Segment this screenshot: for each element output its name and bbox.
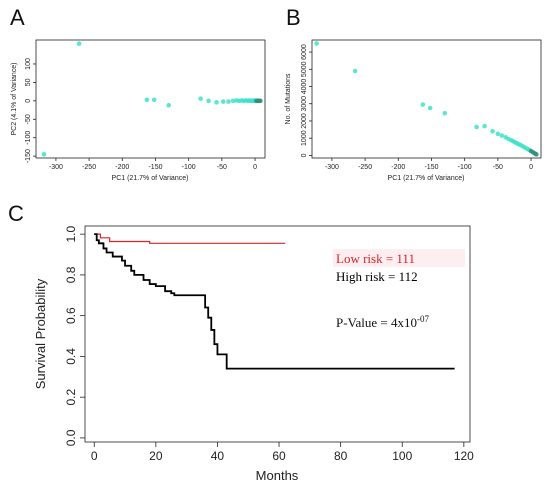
panel-b-point [482, 123, 487, 129]
panel-c-x-tick-label: 60 [272, 449, 286, 463]
panel-a-points [41, 41, 263, 157]
panel-a-y-tick-label: 0 [25, 99, 32, 103]
panel-c-y-tick-label: 0.0 [64, 429, 78, 446]
panel-a-point [226, 99, 231, 104]
panel-b-x-ticks: -300 -250 -200 -150 -100 -50 0 [325, 158, 533, 171]
panel-a-point [144, 97, 150, 103]
panel-c-survival-curves [94, 233, 455, 370]
panel-a-point [198, 96, 203, 101]
panel-c-y-axis-label: Survival Probability [33, 278, 48, 389]
panel-a-point [206, 98, 211, 104]
panel-c-x-tick-label: 100 [392, 449, 412, 463]
panel-a-x-tick-label: -100 [182, 164, 196, 171]
panel-a-y-ticks: -150 -100 -50 0 50 100 [25, 58, 36, 163]
panel-b-x-tick-label: -100 [458, 164, 472, 171]
panel-c-y-tick-label: 0.6 [64, 307, 78, 324]
panel-c-y-tick-label: 0.8 [64, 266, 78, 283]
panel-c-x-tick-label: 0 [91, 449, 98, 463]
legend-low-risk: Low risk = 111 [336, 251, 415, 266]
panel-b-point [427, 105, 433, 111]
panel-a-x-tick-label: -250 [82, 164, 96, 171]
panel-b-x-tick-label: -150 [424, 164, 438, 171]
panel-a-x-tick-label: 0 [253, 164, 257, 171]
panel-b-y-tick-label: 3000 [301, 96, 308, 112]
panel-a-letter: A [10, 5, 25, 30]
panel-a-y-tick-label: 50 [25, 78, 32, 86]
panel-a-x-tick-label: -150 [148, 164, 162, 171]
panel-b-x-tick-label: -200 [391, 164, 405, 171]
panel-b: B -300 -250 -200 -150 -100 -50 0 0 100020003000… [285, 5, 542, 182]
panel-c-x-tick-label: 20 [149, 449, 163, 463]
panel-b-y-tick-label: 6000 [301, 44, 308, 60]
panel-b-y-tick-label: 0 [301, 153, 308, 157]
panel-c-y-tick-label: 0.2 [64, 389, 78, 406]
panel-b-point [534, 152, 539, 157]
panel-a-point [258, 98, 263, 104]
panel-b-y-tick-label: 5000 [301, 61, 308, 77]
panel-a-point [166, 102, 172, 108]
panel-b-x-tick-label: -300 [325, 164, 339, 171]
panel-c-y-tick-label: 0.4 [64, 348, 78, 365]
panel-b-y-tick-label: 2000 [301, 113, 308, 129]
panel-b-x-tick-label: 0 [529, 164, 533, 171]
panel-a-x-axis-label: PC1 (21.7% of Variance) [112, 175, 189, 182]
panel-a-y-tick-label: 100 [25, 58, 32, 70]
panel-b-letter: B [286, 5, 301, 30]
panel-c-plot-frame [84, 225, 471, 443]
panel-b-x-tick-label: -250 [358, 164, 372, 171]
panel-c-y-ticks: 0.0 0.2 0.4 0.6 0.8 1.0 [64, 225, 85, 446]
panel-a-x-tick-label: -300 [49, 164, 63, 171]
panel-b-point [442, 110, 448, 116]
panel-b-point [490, 128, 495, 134]
panel-b-point [314, 41, 319, 46]
panel-a-point [214, 100, 219, 105]
legend-high-risk: High risk = 112 [336, 269, 418, 284]
legend-low-risk-highlight [333, 249, 465, 267]
panel-c-x-axis-label: Months [256, 468, 299, 483]
panel-c: C 0 20 40 60 80 100 120 0.0 0.2 0.4 0.6 0.8 1.0 Mon… [8, 201, 474, 483]
p-value-text: P-Value = 4x10 [336, 315, 417, 330]
p-value-exponent: -07 [417, 314, 429, 324]
panel-b-point [495, 131, 501, 137]
panel-a-point [76, 41, 82, 46]
panel-c-x-tick-label: 120 [454, 449, 474, 463]
panel-c-x-tick-label: 40 [211, 449, 225, 463]
panel-a-x-ticks: -300 -250 -200 -150 -100 -50 0 [49, 158, 257, 171]
panel-a-y-tick-label: -100 [25, 131, 32, 145]
panel-a-point [151, 97, 157, 103]
panel-b-point [499, 133, 505, 138]
panel-a-point [230, 98, 236, 104]
panel-c-x-ticks: 0 20 40 60 80 100 120 [91, 442, 474, 463]
panel-a-y-axis-label: PC2 (4.1% of Variance) [11, 62, 18, 135]
panel-a: A -300 -250 -200 -150 -100 -50 0 -150 -100 -50 0 5… [10, 5, 266, 182]
panel-a-y-tick-label: -150 [25, 149, 32, 163]
panel-b-points [314, 41, 539, 157]
panel-c-y-tick-label: 1.0 [64, 225, 78, 242]
panel-b-x-tick-label: -50 [493, 164, 503, 171]
panel-b-plot-frame [311, 39, 542, 159]
low-risk-curve [94, 233, 286, 244]
panel-b-y-axis-label: No. of Mutations [285, 73, 292, 124]
panel-c-legend: Low risk = 111 High risk = 112 P-Value =… [333, 249, 465, 330]
panel-a-x-tick-label: -200 [115, 164, 129, 171]
panel-b-point [352, 68, 358, 74]
panel-b-y-tick-label: 4000 [301, 79, 308, 95]
panel-c-x-tick-label: 80 [334, 449, 348, 463]
panel-a-point [220, 99, 226, 104]
panel-b-point [420, 102, 426, 107]
panel-a-y-tick-label: -50 [25, 114, 32, 124]
panel-b-y-tick-label: 1000 [301, 130, 308, 146]
panel-a-point [41, 152, 47, 157]
panel-b-x-axis-label: PC1 (21.7% of Variance) [388, 175, 465, 182]
panel-a-plot-frame [35, 39, 266, 159]
high-risk-curve [94, 233, 455, 370]
p-value-annotation: P-Value = 4x10-07 [336, 314, 429, 330]
panel-a-x-tick-label: -50 [217, 164, 227, 171]
panel-b-point [474, 124, 479, 130]
panel-c-letter: C [8, 201, 24, 226]
